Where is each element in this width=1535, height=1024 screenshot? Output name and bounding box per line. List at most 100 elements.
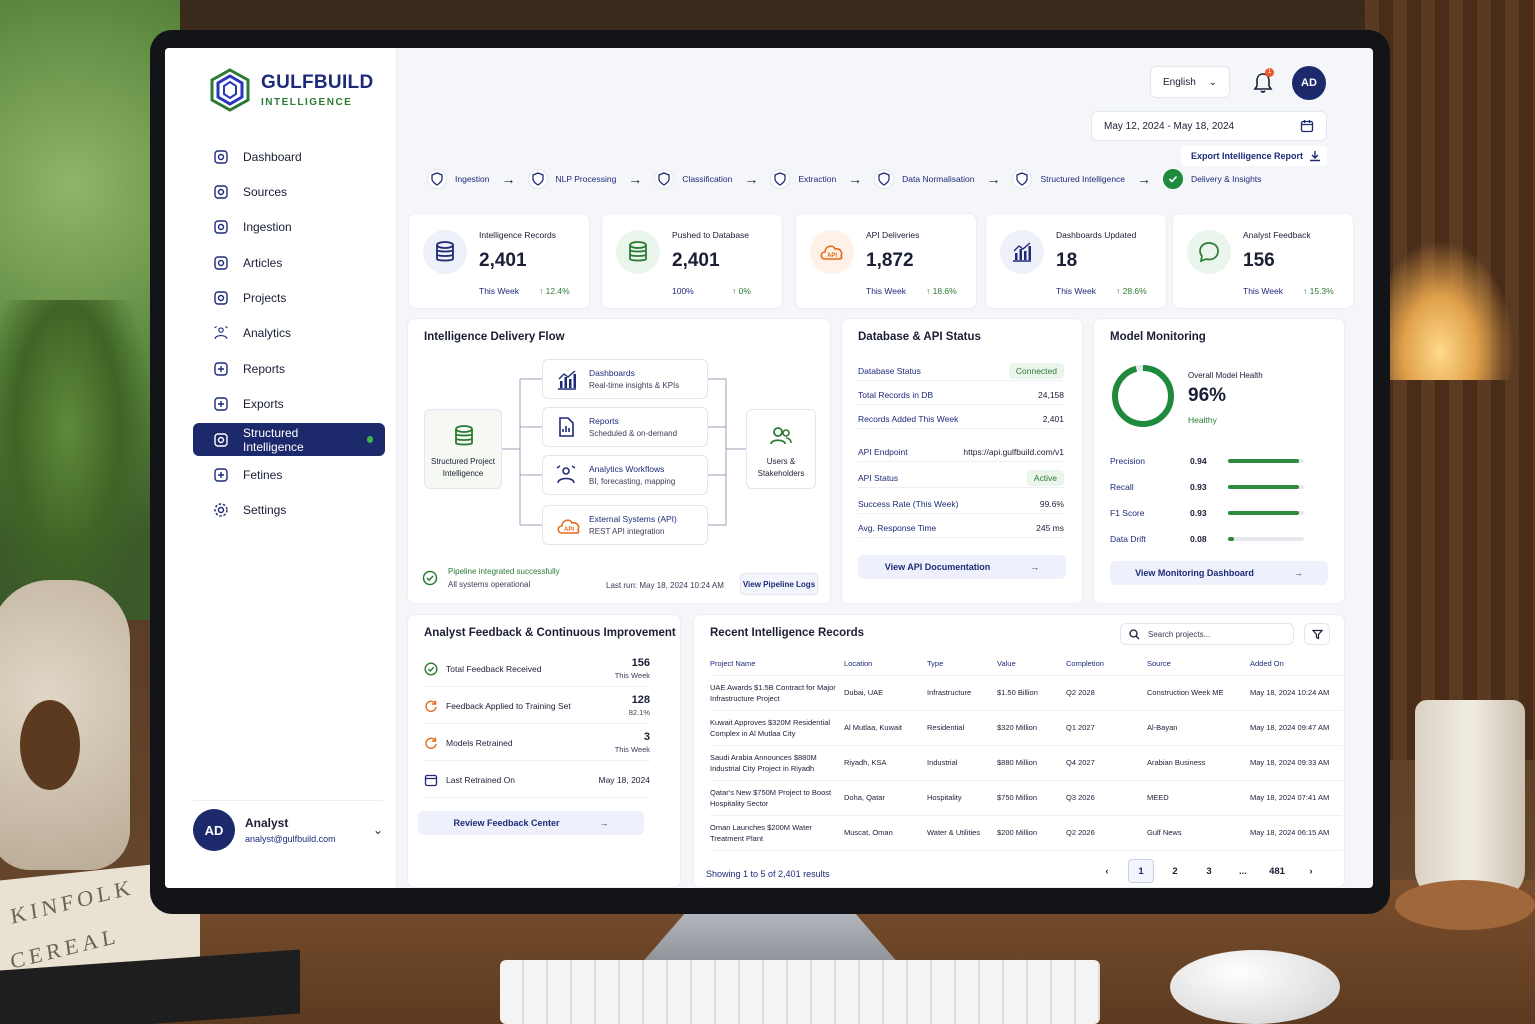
sidebar-item-analytics[interactable]: Analytics xyxy=(193,317,385,350)
filter-button[interactable] xyxy=(1304,623,1330,645)
articles-icon xyxy=(213,255,229,271)
sidebar-item-fetines[interactable]: Fetines xyxy=(193,459,385,492)
flow-connectors xyxy=(502,378,746,526)
flow-output-dashboards[interactable]: Dashboards Real-time insights & KPIs xyxy=(542,359,708,399)
sidebar-item-label: Dashboard xyxy=(243,149,302,164)
pipeline-step-classification[interactable]: Classification xyxy=(654,169,732,189)
column-header[interactable]: Source xyxy=(1147,653,1250,676)
background-keyboard xyxy=(500,960,1100,1024)
sidebar-item-settings[interactable]: Settings xyxy=(193,494,385,527)
table-row[interactable]: Kuwait Approves $320M Residential Comple… xyxy=(710,710,1342,746)
background-vase-hole xyxy=(20,700,80,790)
export-report-button[interactable]: Export Intelligence Report xyxy=(1181,146,1327,166)
kpi-trend: ↑ 28.6% xyxy=(1116,286,1147,296)
pipeline-step-label: Structured Intelligence xyxy=(1040,174,1126,184)
sidebar-item-reports[interactable]: Reports xyxy=(193,352,385,385)
status-badge: Connected xyxy=(1008,362,1064,379)
chevron-down-icon[interactable]: ⌄ xyxy=(372,823,383,837)
brand-logo[interactable]: GULFBUILD INTELLIGENCE xyxy=(209,68,373,112)
feedback-value: 156 xyxy=(631,657,650,669)
sidebar-item-exports[interactable]: Exports xyxy=(193,388,385,421)
status-row: API Status Active xyxy=(858,468,1064,488)
table-row[interactable]: UAE Awards $1.5B Contract for Major Infr… xyxy=(710,675,1342,711)
flow-output-external-systems-api-[interactable]: API External Systems (API) REST API integr… xyxy=(542,505,708,545)
view-api-docs-button[interactable]: View API Documentation → xyxy=(858,555,1066,579)
page-button[interactable]: 3 xyxy=(1206,865,1212,877)
kpi-card[interactable]: Intelligence Records 2,401 This Week ↑ 12.4… xyxy=(408,213,590,309)
flow-source-node[interactable]: Structured Project Intelligence xyxy=(424,409,502,489)
pipeline-step-delivery-insights[interactable]: Delivery & Insights xyxy=(1163,169,1261,189)
feedback-value: 128 xyxy=(631,694,650,706)
user-profile[interactable]: AD Analyst analyst@gulfbuild.com ⌄ xyxy=(193,800,383,851)
chevron-down-icon: ⌄ xyxy=(1208,76,1217,88)
kpi-card[interactable]: API API Deliveries 1,872 This Week ↑ 18.6% xyxy=(795,213,977,309)
table-row[interactable]: Saudi Arabia Announces $880M Industrial … xyxy=(710,745,1342,781)
sidebar-item-label: Sources xyxy=(243,184,288,199)
sidebar-item-articles[interactable]: Articles xyxy=(193,246,385,279)
column-header[interactable]: Type xyxy=(927,653,997,676)
flow-output-subtitle: Scheduled & on-demand xyxy=(589,429,678,438)
kpi-label: API Deliveries xyxy=(866,230,920,240)
page-button[interactable]: 2 xyxy=(1172,865,1178,877)
table-cell: May 18, 2024 06:15 AM xyxy=(1250,815,1342,851)
sidebar-item-projects[interactable]: Projects xyxy=(193,282,385,315)
status-value[interactable]: https://api.gulfbuild.com/v1 xyxy=(963,446,1064,457)
kpi-period: This Week xyxy=(1056,286,1096,296)
language-select[interactable]: English ⌄ xyxy=(1150,66,1230,98)
sidebar-item-dashboard[interactable]: Dashboard xyxy=(193,140,385,173)
table-cell: Kuwait Approves $320M Residential Comple… xyxy=(710,710,844,746)
hexagon-logo-icon xyxy=(210,68,250,112)
pipeline-status-title: Pipeline integrated successfully xyxy=(448,567,560,576)
pipeline-step-extraction[interactable]: Extraction xyxy=(770,169,836,189)
sidebar-item-structured-intelligence[interactable]: Structured Intelligence xyxy=(193,423,385,457)
kpi-value: 18 xyxy=(1056,250,1078,271)
table-row[interactable]: Qatar's New $750M Project to Boost Hospi… xyxy=(710,780,1342,816)
export-report-label: Export Intelligence Report xyxy=(1190,151,1303,161)
column-header[interactable]: Location xyxy=(844,653,927,676)
prev-page-icon[interactable]: ‹ xyxy=(1105,865,1109,877)
pipeline-step-data-normalisation[interactable]: Data Normalisation xyxy=(874,169,974,189)
last-run: Last run: May 18, 2024 10:24 AM xyxy=(606,581,724,590)
next-page-icon[interactable]: › xyxy=(1309,865,1313,877)
column-header[interactable]: Project Name xyxy=(710,653,844,676)
page-button[interactable]: 1 xyxy=(1128,859,1154,883)
kpi-card[interactable]: Dashboards Updated 18 This Week ↑ 28.6% xyxy=(985,213,1167,309)
kpi-card[interactable]: Analyst Feedback 156 This Week ↑ 15.3% xyxy=(1172,213,1354,309)
flow-output-reports[interactable]: Reports Scheduled & on-demand xyxy=(542,407,708,447)
flow-target-node[interactable]: Users & Stakeholders xyxy=(746,409,816,489)
column-header[interactable]: Completion xyxy=(1066,653,1147,676)
settings-icon xyxy=(213,502,229,518)
pipeline-step-nlp-processing[interactable]: NLP Processing xyxy=(527,169,616,189)
flow-output-analytics-workflows[interactable]: Analytics Workflows BI, forecasting, mapp… xyxy=(542,455,708,495)
date-range-picker[interactable]: May 12, 2024 - May 18, 2024 xyxy=(1091,111,1327,141)
review-feedback-label: Review Feedback Center xyxy=(453,818,560,828)
table-cell: Oman Launches $200M Water Treatment Plan… xyxy=(710,815,844,851)
metric-value: 0.93 xyxy=(1190,482,1207,492)
metric-bar-fill xyxy=(1228,485,1299,489)
review-feedback-button[interactable]: Review Feedback Center → xyxy=(418,811,644,835)
page-button[interactable]: 481 xyxy=(1269,865,1285,877)
metric-value: 0.94 xyxy=(1190,456,1207,466)
analytics-icon xyxy=(555,464,577,486)
feedback-value: 3 xyxy=(643,731,650,743)
table-cell: $320 Million xyxy=(997,710,1066,746)
sidebar-item-ingestion[interactable]: Ingestion xyxy=(193,211,385,244)
column-header[interactable]: Value xyxy=(997,653,1066,676)
search-input[interactable]: Search projects... xyxy=(1120,623,1294,645)
model-monitoring-panel: Model Monitoring Overall Model Health 96… xyxy=(1093,318,1345,604)
database-icon xyxy=(423,230,467,274)
view-pipeline-logs-button[interactable]: View Pipeline Logs xyxy=(740,573,818,595)
check-icon xyxy=(1163,169,1184,189)
sidebar-item-label: Ingestion xyxy=(243,220,292,235)
column-header[interactable]: Added On xyxy=(1250,653,1342,676)
status-row: API Endpoint https://api.gulfbuild.com/v1 xyxy=(858,442,1064,462)
kpi-period: 100% xyxy=(672,286,694,296)
sidebar-item-sources[interactable]: Sources xyxy=(193,175,385,208)
table-row[interactable]: Oman Launches $200M Water Treatment Plan… xyxy=(710,815,1342,851)
kpi-card[interactable]: Pushed to Database 2,401 100% ↑ 0% xyxy=(601,213,783,309)
view-monitoring-dashboard-button[interactable]: View Monitoring Dashboard → xyxy=(1110,561,1328,585)
header-avatar[interactable]: AD xyxy=(1292,66,1326,100)
pipeline-step-structured-intelligence[interactable]: Structured Intelligence xyxy=(1012,169,1125,189)
pipeline-step-ingestion[interactable]: Ingestion xyxy=(427,169,490,189)
feedback-value-group: 156 This Week xyxy=(615,657,650,680)
